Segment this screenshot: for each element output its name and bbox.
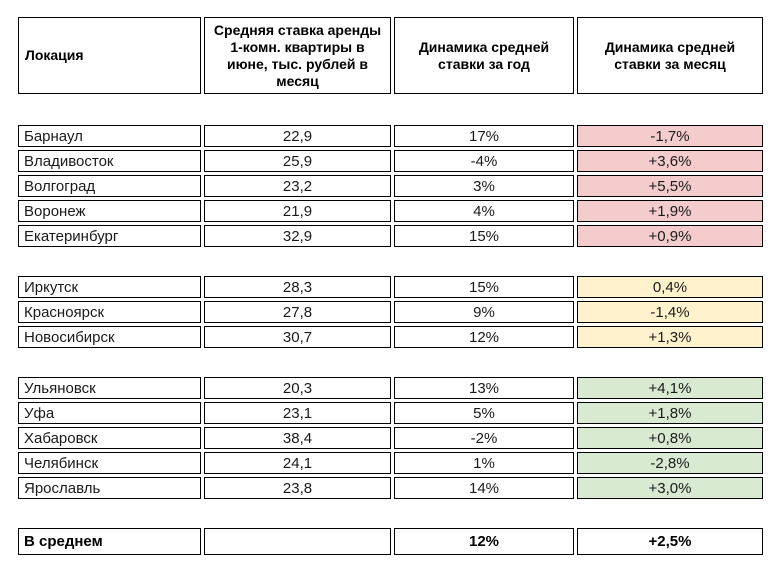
rate-cell: 32,9 <box>204 225 391 247</box>
year-dynamics-cell: 12% <box>394 326 574 348</box>
year-dynamics-cell: 9% <box>394 301 574 323</box>
month-dynamics-cell: +1,8% <box>577 402 763 424</box>
page: Локация Средняя ставка аренды 1-комн. кв… <box>18 17 784 555</box>
month-dynamics-cell: +3,0% <box>577 477 763 499</box>
location-cell: Екатеринбург <box>18 225 201 247</box>
location-cell: Красноярск <box>18 301 201 323</box>
year-dynamics-cell: -2% <box>394 427 574 449</box>
table-row: Новосибирск 30,7 12% +1,3% <box>18 326 784 348</box>
rate-cell: 30,7 <box>204 326 391 348</box>
rent-rates-table: Локация Средняя ставка аренды 1-комн. кв… <box>18 17 784 555</box>
year-dynamics-cell: 14% <box>394 477 574 499</box>
location-cell: Волгоград <box>18 175 201 197</box>
header-location: Локация <box>18 17 201 94</box>
rate-cell: 28,3 <box>204 276 391 298</box>
table-row: Воронеж 21,9 4% +1,9% <box>18 200 784 222</box>
month-dynamics-cell: +1,9% <box>577 200 763 222</box>
table-body: Барнаул 22,9 17% -1,7% Владивосток 25,9 -4% +3,… <box>18 125 784 499</box>
month-dynamics-cell: +1,3% <box>577 326 763 348</box>
rate-cell: 23,2 <box>204 175 391 197</box>
table-row: Владивосток 25,9 -4% +3,6% <box>18 150 784 172</box>
month-dynamics-cell: -2,8% <box>577 452 763 474</box>
location-cell: Иркутск <box>18 276 201 298</box>
location-cell: Владивосток <box>18 150 201 172</box>
year-dynamics-cell: 15% <box>394 225 574 247</box>
month-dynamics-cell: +4,1% <box>577 377 763 399</box>
header-average-rate: Средняя ставка аренды 1-комн. квартиры в… <box>204 17 391 94</box>
header-month-dynamics: Динамика средней ставки за месяц <box>577 17 763 94</box>
table-row: Хабаровск 38,4 -2% +0,8% <box>18 427 784 449</box>
rate-cell: 24,1 <box>204 452 391 474</box>
year-dynamics-cell: 13% <box>394 377 574 399</box>
location-cell: Ульяновск <box>18 377 201 399</box>
location-cell: Уфа <box>18 402 201 424</box>
month-dynamics-cell: +5,5% <box>577 175 763 197</box>
table-header-row: Локация Средняя ставка аренды 1-комн. кв… <box>18 17 784 94</box>
table-row: Екатеринбург 32,9 15% +0,9% <box>18 225 784 247</box>
location-cell: Ярославль <box>18 477 201 499</box>
rate-cell: 21,9 <box>204 200 391 222</box>
year-dynamics-cell: 5% <box>394 402 574 424</box>
location-cell: Хабаровск <box>18 427 201 449</box>
month-dynamics-cell: -1,7% <box>577 125 763 147</box>
location-cell: Барнаул <box>18 125 201 147</box>
table-group-1: Барнаул 22,9 17% -1,7% Владивосток 25,9 -4% +3,… <box>18 125 784 247</box>
rate-cell: 25,9 <box>204 150 391 172</box>
average-location-cell: В среднем <box>18 528 201 555</box>
table-group-2: Иркутск 28,3 15% 0,4% Красноярск 27,8 9% -1,4% Н… <box>18 276 784 348</box>
rate-cell: 22,9 <box>204 125 391 147</box>
table-group-3: Ульяновск 20,3 13% +4,1% Уфа 23,1 5% +1,8% Хабар… <box>18 377 784 499</box>
rate-cell: 38,4 <box>204 427 391 449</box>
average-rate-cell <box>204 528 391 555</box>
rate-cell: 23,1 <box>204 402 391 424</box>
month-dynamics-cell: +0,9% <box>577 225 763 247</box>
location-cell: Новосибирск <box>18 326 201 348</box>
year-dynamics-cell: 1% <box>394 452 574 474</box>
month-dynamics-cell: +3,6% <box>577 150 763 172</box>
year-dynamics-cell: -4% <box>394 150 574 172</box>
month-dynamics-cell: -1,4% <box>577 301 763 323</box>
average-month-cell: +2,5% <box>577 528 763 555</box>
year-dynamics-cell: 3% <box>394 175 574 197</box>
table-row: Ярославль 23,8 14% +3,0% <box>18 477 784 499</box>
table-row: Красноярск 27,8 9% -1,4% <box>18 301 784 323</box>
location-cell: Воронеж <box>18 200 201 222</box>
table-row: Волгоград 23,2 3% +5,5% <box>18 175 784 197</box>
year-dynamics-cell: 4% <box>394 200 574 222</box>
month-dynamics-cell: +0,8% <box>577 427 763 449</box>
rate-cell: 27,8 <box>204 301 391 323</box>
table-row: Ульяновск 20,3 13% +4,1% <box>18 377 784 399</box>
year-dynamics-cell: 17% <box>394 125 574 147</box>
table-row: Иркутск 28,3 15% 0,4% <box>18 276 784 298</box>
table-row: Уфа 23,1 5% +1,8% <box>18 402 784 424</box>
rate-cell: 20,3 <box>204 377 391 399</box>
rate-cell: 23,8 <box>204 477 391 499</box>
header-year-dynamics: Динамика средней ставки за год <box>394 17 574 94</box>
average-year-cell: 12% <box>394 528 574 555</box>
year-dynamics-cell: 15% <box>394 276 574 298</box>
month-dynamics-cell: 0,4% <box>577 276 763 298</box>
table-row: Барнаул 22,9 17% -1,7% <box>18 125 784 147</box>
average-row: В среднем 12% +2,5% <box>18 528 784 555</box>
table-row: Челябинск 24,1 1% -2,8% <box>18 452 784 474</box>
location-cell: Челябинск <box>18 452 201 474</box>
